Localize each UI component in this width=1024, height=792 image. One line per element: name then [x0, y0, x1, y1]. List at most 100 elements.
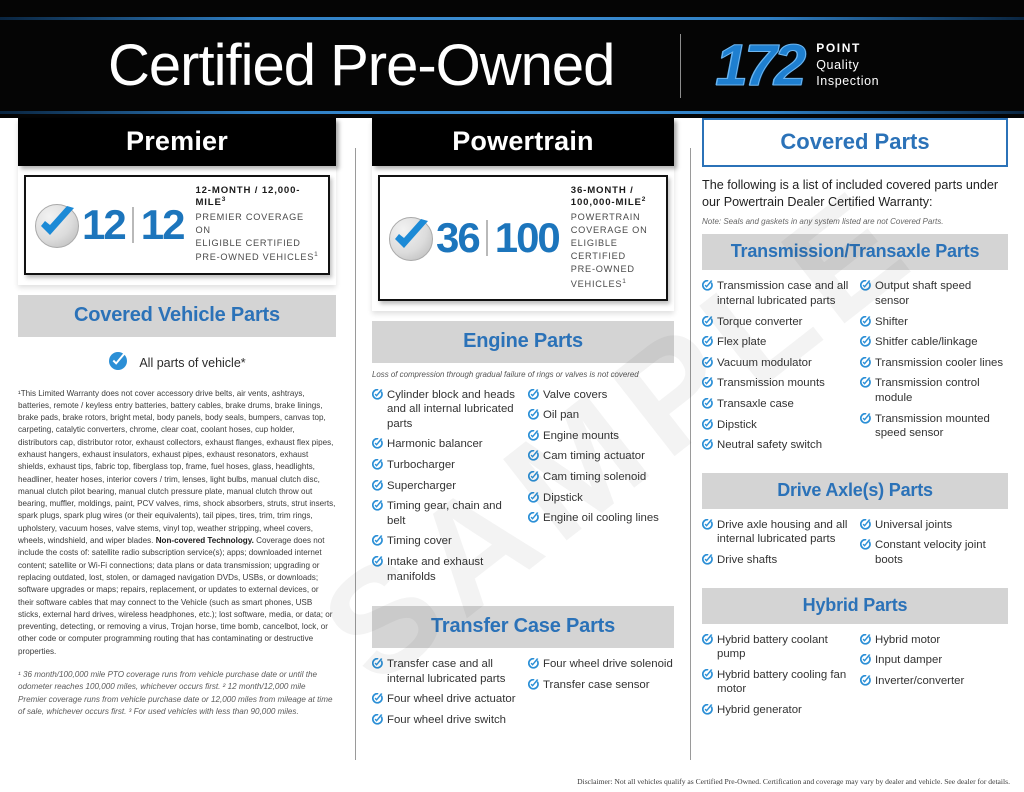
list-item: Transmission mounts [702, 376, 850, 391]
list-item: Dipstick [528, 491, 674, 506]
list-item: Universal joints [860, 518, 1008, 533]
list-item-label: Cam timing actuator [543, 450, 645, 463]
engine-parts-note: Loss of compression through gradual fail… [372, 369, 639, 379]
powertrain-term-numbers: 36 100 [436, 213, 561, 261]
list-item: Transfer case and all internal lubricate… [372, 657, 518, 686]
content-area: SAMPLE Premier 12 12 [0, 118, 1024, 792]
check-bullet-icon [372, 500, 383, 511]
list-item: Torque converter [702, 315, 850, 330]
check-bullet-icon [528, 491, 539, 503]
list-item: Cam timing solenoid [528, 470, 674, 485]
fineprint-bold-heading: Non-covered Technology. [155, 536, 254, 546]
drive-axle-parts-list: Drive axle housing and all internal lubr… [702, 518, 1008, 574]
list-item-label: Shitfer cable/linkage [875, 336, 978, 349]
section-covered-vehicle-parts: Covered Vehicle Parts [18, 294, 336, 337]
premier-term-line2: ELIGIBLE CERTIFIED [195, 238, 301, 249]
list-item: Dipstick [702, 418, 850, 433]
premier-term-line1: PREMIER COVERAGE ON [195, 212, 304, 236]
list-item: Oil pan [528, 408, 674, 423]
list-item-label: Constant velocity joint boots [875, 539, 986, 566]
drive-axle-col2: Universal joints Constant velocity joint … [860, 518, 1008, 574]
check-bullet-icon [860, 539, 871, 551]
list-item-label: Harmonic balancer [387, 438, 483, 451]
check-bullet-icon [860, 336, 871, 347]
all-parts-label: All parts of vehicle* [139, 356, 246, 370]
powertrain-term-line3: PRE-OWNED VEHICLES [570, 264, 635, 289]
check-bullet-icon [702, 280, 713, 292]
list-item-label: Flex plate [717, 336, 767, 349]
check-bullet-icon [860, 633, 871, 645]
premier-term-box: 12 12 12-MONTH / 12,000-MILE3 PREMIER CO… [24, 175, 330, 275]
premier-term-line3-marker: 1 [314, 251, 319, 259]
powertrain-miles: 100 [494, 213, 561, 261]
check-bullet-icon [860, 377, 871, 389]
check-bullet-icon [702, 518, 713, 530]
powertrain-number-separator [485, 219, 488, 256]
list-item-label: Hybrid generator [717, 703, 802, 716]
list-item-label: Four wheel drive actuator [387, 693, 516, 706]
check-bullet-icon [372, 388, 383, 400]
fineprint-part1: ¹This Limited Warranty does not cover ac… [18, 388, 336, 546]
list-item: Shifter [860, 315, 1008, 330]
list-item-label: Oil pan [543, 409, 580, 422]
list-item: Hybrid battery cooling fan motor [702, 668, 850, 697]
list-item: Shitfer cable/linkage [860, 335, 1008, 350]
list-item: Timing gear, chain and belt [372, 499, 518, 528]
list-item-label: Engine mounts [543, 429, 619, 442]
premier-number-separator [131, 206, 134, 243]
drive-axle-col1: Drive axle housing and all internal lubr… [702, 518, 850, 574]
list-item-label: Transmission cooler lines [875, 356, 1004, 369]
list-item-label: Transmission mounts [717, 377, 825, 390]
premier-plan-card: Premier 12 12 12-MONTH / 12,000-M [18, 118, 336, 285]
list-item-label: Timing gear, chain and belt [387, 500, 502, 527]
list-item: Constant velocity joint boots [860, 538, 1008, 567]
list-item: Intake and exhaust manifolds [372, 555, 518, 584]
hybrid-col1: Hybrid battery coolant pump Hybrid batter… [702, 633, 850, 724]
check-bullet-icon [860, 356, 871, 368]
check-bullet-icon [702, 554, 713, 565]
transmission-col1: Transmission case and all internal lubri… [702, 279, 850, 458]
powertrain-months: 36 [436, 213, 481, 261]
check-bullet-icon [372, 535, 383, 546]
check-bullet-icon [702, 336, 713, 347]
premier-column: Premier 12 12 12-MONTH / 12,000-M [18, 118, 336, 718]
premier-term-line3: PRE-OWNED VEHICLES [195, 252, 315, 263]
list-item: Timing cover [372, 534, 518, 549]
hybrid-col2: Hybrid motor Input damper Inverter/convert… [860, 633, 1008, 724]
checkmark-badge-icon [34, 203, 79, 248]
covered-parts-column: Covered Parts The following is a list of… [702, 118, 1008, 724]
list-item-label: Transaxle case [717, 398, 794, 411]
list-item-label: Cylinder block and heads and all interna… [387, 388, 515, 430]
inspection-point-count: 172 [715, 32, 807, 98]
list-item-label: Shifter [875, 315, 908, 328]
check-bullet-icon [702, 633, 713, 645]
premier-fineprint: ¹This Limited Warranty does not cover ac… [18, 388, 336, 719]
section-drive-axle-parts: Drive Axle(s) Parts [702, 472, 1008, 509]
list-item-label: Dipstick [543, 491, 583, 504]
list-item: Drive shafts [702, 553, 850, 568]
list-item: Supercharger [372, 479, 518, 494]
powertrain-term-line1: POWERTRAIN COVERAGE ON [570, 212, 648, 236]
list-item-label: Transmission case and all internal lubri… [717, 280, 849, 308]
check-bullet-icon [528, 512, 539, 523]
check-bullet-icon [702, 418, 713, 430]
section-transmission-transaxle-parts: Transmission/Transaxle Parts [702, 234, 1008, 271]
masthead-divider [680, 33, 682, 98]
list-item-label: Supercharger [387, 479, 457, 492]
list-item-label: Four wheel drive solenoid [543, 658, 673, 671]
list-item-label: Timing cover [387, 535, 452, 548]
list-item-label: Hybrid battery coolant pump [717, 633, 828, 661]
masthead: Certified Pre-Owned 172 POINT Quality In… [0, 0, 1024, 118]
check-bullet-icon [860, 280, 871, 292]
check-bullet-icon [372, 555, 383, 567]
check-bullet-icon [372, 713, 383, 725]
engine-parts-col2: Valve covers Oil pan Engine mounts Cam timi… [528, 388, 674, 591]
check-bullet-icon [702, 439, 713, 450]
check-bullet-icon [528, 429, 539, 441]
list-item-label: Torque converter [717, 315, 803, 328]
list-item: Harmonic balancer [372, 437, 518, 452]
inspection-badge-line1: POINT [816, 41, 861, 56]
list-item-label: Drive axle housing and all internal lubr… [717, 518, 848, 546]
list-item-label: Cam timing solenoid [543, 471, 647, 483]
